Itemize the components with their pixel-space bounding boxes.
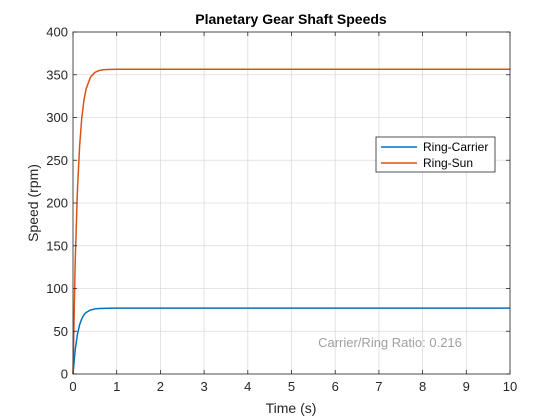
- y-tick-label: 0: [61, 367, 68, 382]
- y-tick-label: 50: [54, 324, 68, 339]
- series-line-1: [72, 307, 510, 375]
- x-tick-label: 2: [157, 379, 164, 394]
- legend-label-1: Ring-Carrier: [423, 140, 488, 154]
- x-tick-label: 4: [244, 379, 251, 394]
- x-tick-label: 6: [332, 379, 339, 394]
- y-tick-label: 150: [46, 238, 68, 253]
- y-axis-label: Speed (rpm): [25, 164, 41, 242]
- x-tick-label: 0: [69, 379, 76, 394]
- y-tick-label: 350: [46, 67, 68, 82]
- y-tick-label: 200: [46, 196, 68, 211]
- x-tick-label: 3: [200, 379, 207, 394]
- ticks: [72, 31, 511, 375]
- x-tick-label: 7: [375, 379, 382, 394]
- x-axis-label: Time (s): [266, 400, 317, 416]
- y-tick-label: 250: [46, 153, 68, 168]
- chart-title: Planetary Gear Shaft Speeds: [195, 11, 387, 27]
- series-layer: [72, 68, 510, 375]
- x-tick-label: 8: [419, 379, 426, 394]
- y-tick-label: 400: [46, 25, 68, 40]
- x-tick-label: 1: [113, 379, 120, 394]
- legend: Ring-Carrier Ring-Sun: [375, 136, 496, 173]
- legend-label-2: Ring-Sun: [423, 156, 473, 170]
- legend-box: [375, 136, 496, 173]
- y-tick-label: 300: [46, 110, 68, 125]
- y-tick-label: 100: [46, 281, 68, 296]
- x-tick-label: 9: [463, 379, 470, 394]
- series-line-2: [72, 68, 510, 375]
- x-tick-label: 10: [503, 379, 517, 394]
- ratio-annotation: Carrier/Ring Ratio: 0.216: [318, 335, 462, 350]
- x-tick-label: 5: [288, 379, 295, 394]
